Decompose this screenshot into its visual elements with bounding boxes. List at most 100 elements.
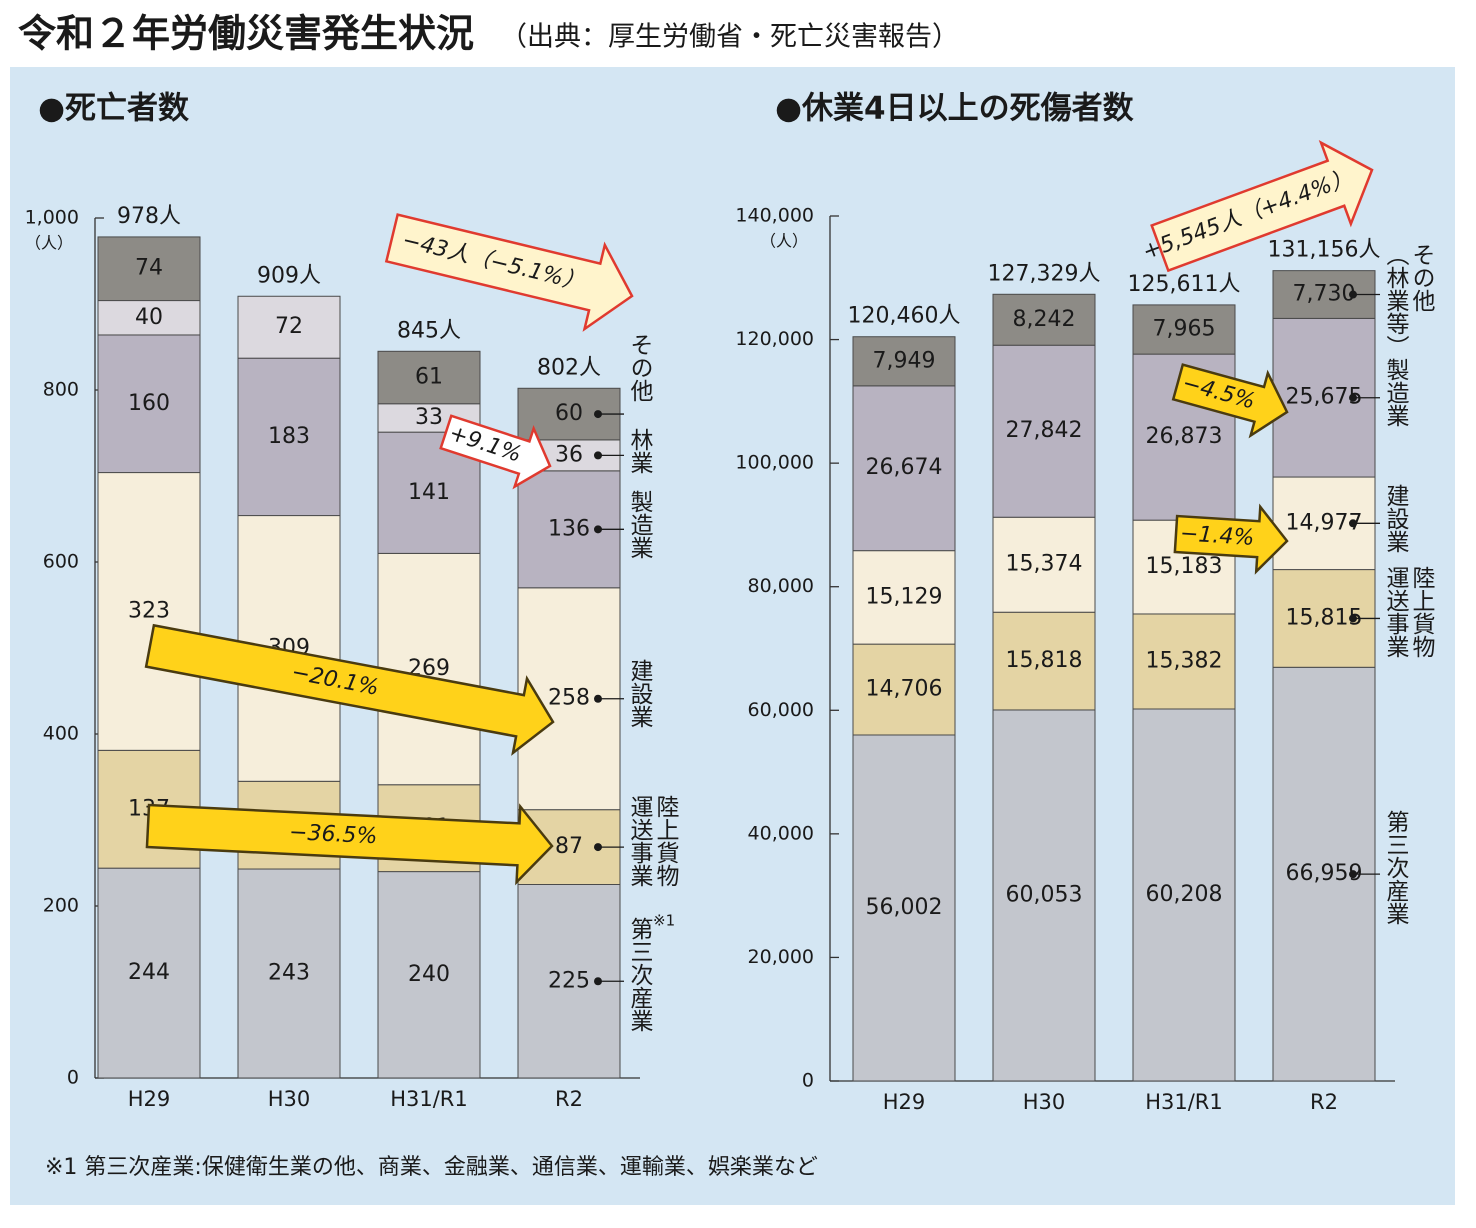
legend-entry: その他（林業等）	[1382, 243, 1434, 347]
value-label: 136	[548, 516, 590, 541]
chart-title: ●休業4日以上の死傷者数	[775, 91, 1134, 127]
annotation-arrow	[144, 623, 555, 756]
value-label: 36	[555, 442, 583, 467]
value-label: 26,873	[1146, 424, 1223, 449]
legend-label: 林業	[626, 428, 652, 475]
legend-entry: 林業	[626, 428, 652, 475]
x-tick-label: H31/R1	[1145, 1090, 1223, 1114]
value-label: 87	[555, 834, 583, 859]
bar-segment	[97, 236, 201, 302]
bar-segment	[852, 385, 956, 552]
legend-label: 製造業	[1382, 358, 1408, 428]
x-tick-label: H30	[1023, 1090, 1066, 1114]
value-label: 160	[128, 391, 170, 416]
y-tick-label: 60,000	[748, 699, 814, 721]
legend-label: 陸上貨物運送事業	[626, 795, 678, 888]
y-tick-label: 400	[43, 723, 79, 745]
value-label: 15,183	[1146, 554, 1223, 579]
annotation-arrow	[384, 213, 634, 332]
total-label: 909人	[257, 263, 321, 288]
axis-unit: （人）	[25, 234, 73, 253]
bar-segment	[852, 336, 956, 387]
bar-segment	[97, 867, 201, 1079]
bar-segment	[852, 643, 956, 736]
value-label: 60,208	[1146, 882, 1223, 907]
value-label: 7,949	[873, 348, 936, 373]
legend-label: 製造業	[626, 489, 652, 559]
x-tick-label: H30	[268, 1087, 311, 1111]
x-tick-label: H29	[883, 1090, 926, 1114]
y-tick-label: 120,000	[735, 328, 814, 350]
legend-label: 第三次産業	[626, 916, 652, 1032]
bar-segment	[992, 611, 1096, 711]
bar-segment	[992, 709, 1096, 1082]
bar-segment	[377, 350, 481, 405]
x-tick-label: H31/R1	[390, 1087, 468, 1111]
value-label: 225	[548, 968, 590, 993]
annotation-arrow	[1173, 503, 1289, 575]
y-tick-label: 80,000	[748, 575, 814, 597]
value-label: 141	[408, 480, 450, 505]
y-tick-label: 0	[802, 1070, 814, 1092]
bar-segment	[992, 344, 1096, 518]
total-label: 131,156人	[1268, 238, 1381, 263]
value-label: 33	[415, 405, 443, 430]
value-label: 7,730	[1293, 282, 1356, 307]
legend-label: 建設業	[1382, 483, 1408, 553]
value-label: 60,053	[1006, 882, 1083, 907]
bar-segment	[1132, 304, 1236, 355]
value-label: 15,818	[1006, 648, 1083, 673]
legend-entry: 建設業	[626, 659, 652, 729]
y-tick-label: 600	[43, 551, 79, 573]
value-label: 60	[555, 401, 583, 426]
legend-label: 第三次産業	[1382, 809, 1408, 925]
legend-label: 建設業	[626, 659, 652, 729]
value-label: 72	[275, 314, 303, 339]
total-label: 125,611人	[1128, 272, 1241, 297]
value-label: 15,374	[1006, 552, 1083, 577]
value-label: 61	[415, 365, 443, 390]
value-label: 8,242	[1013, 307, 1076, 332]
bar-segment	[1132, 613, 1236, 710]
value-label: 40	[135, 305, 163, 330]
value-label: 243	[268, 961, 310, 986]
bar-segment	[1132, 708, 1236, 1082]
bar-segment	[377, 552, 481, 786]
value-label: 7,965	[1153, 317, 1216, 342]
bar-segment	[237, 357, 341, 517]
legend-entry: 製造業	[626, 489, 652, 559]
y-tick-label: 100,000	[735, 452, 814, 474]
legend-note: ※1	[653, 911, 675, 929]
bar-segment	[97, 334, 201, 474]
x-tick-label: H29	[128, 1087, 171, 1111]
legend-entry: 陸上貨物運送事業	[626, 795, 678, 888]
legend-label: 陸上貨物運送事業	[1382, 566, 1434, 659]
value-label: 15,382	[1146, 648, 1223, 673]
total-label: 802人	[537, 355, 601, 380]
bar-segment	[97, 472, 201, 751]
annotation-arrow	[1150, 140, 1374, 273]
y-tick-label: 140,000	[735, 205, 814, 227]
legend-label: その他	[626, 332, 652, 402]
y-tick-label: 800	[43, 379, 79, 401]
total-label: 978人	[117, 204, 181, 229]
annotation-text: −1.4%	[1179, 521, 1255, 551]
axis-unit: （人）	[760, 232, 808, 251]
value-label: 240	[408, 962, 450, 987]
chart-title: ●死亡者数	[38, 91, 189, 127]
value-label: 26,674	[866, 455, 943, 480]
y-tick-label: 40,000	[748, 822, 814, 844]
x-tick-label: R2	[1310, 1090, 1338, 1114]
value-label: 323	[128, 598, 170, 623]
total-label: 845人	[397, 318, 461, 343]
value-label: 15,129	[866, 584, 943, 609]
y-tick-label: 1,000	[25, 207, 79, 229]
value-label: 244	[128, 960, 170, 985]
bar-segment	[992, 293, 1096, 346]
annotation-text: −36.5%	[289, 820, 378, 849]
annotation-arrow	[145, 803, 554, 886]
value-label: 183	[268, 424, 310, 449]
value-label: 74	[135, 256, 163, 281]
legend-entry: その他	[626, 332, 652, 402]
